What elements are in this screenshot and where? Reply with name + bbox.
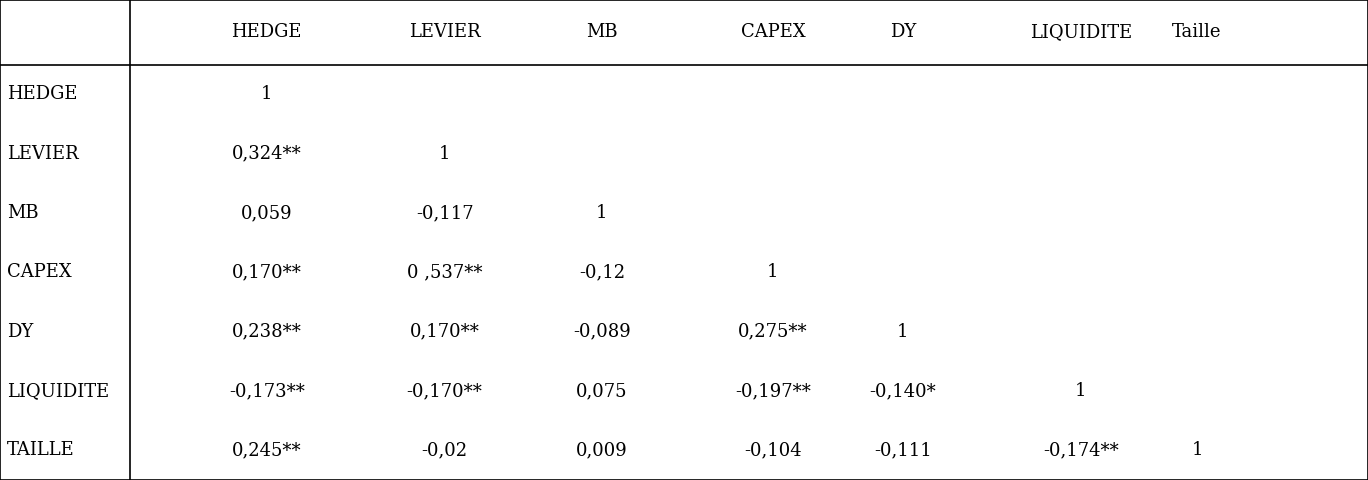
Text: HEDGE: HEDGE	[231, 24, 302, 41]
Text: LIQUIDITE: LIQUIDITE	[1030, 24, 1131, 41]
Text: 1: 1	[261, 85, 272, 104]
Text: HEDGE: HEDGE	[7, 85, 78, 104]
Text: 0,238**: 0,238**	[231, 323, 302, 341]
Text: -0,02: -0,02	[421, 441, 468, 459]
Text: 0,170**: 0,170**	[409, 323, 480, 341]
Text: MB: MB	[586, 24, 618, 41]
Text: LEVIER: LEVIER	[409, 24, 480, 41]
Text: 0,324**: 0,324**	[233, 145, 301, 163]
Text: -0,104: -0,104	[744, 441, 802, 459]
Text: -0,173**: -0,173**	[228, 382, 305, 400]
Text: 0,275**: 0,275**	[739, 323, 807, 341]
Text: CAPEX: CAPEX	[7, 264, 71, 281]
Text: 0,009: 0,009	[576, 441, 628, 459]
Text: 0,170**: 0,170**	[231, 264, 302, 281]
Text: 1: 1	[767, 264, 778, 281]
Text: 0,245**: 0,245**	[233, 441, 301, 459]
Text: 1: 1	[1192, 441, 1202, 459]
Text: DY: DY	[889, 24, 917, 41]
Text: -0,12: -0,12	[579, 264, 625, 281]
Text: -0,170**: -0,170**	[406, 382, 483, 400]
Text: LEVIER: LEVIER	[7, 145, 78, 163]
Text: -0,089: -0,089	[573, 323, 631, 341]
Text: Taille: Taille	[1172, 24, 1222, 41]
Text: -0,174**: -0,174**	[1042, 441, 1119, 459]
Text: CAPEX: CAPEX	[740, 24, 806, 41]
Text: MB: MB	[7, 204, 38, 222]
Text: 1: 1	[897, 323, 908, 341]
Text: 1: 1	[1075, 382, 1086, 400]
Text: 0 ,537**: 0 ,537**	[406, 264, 483, 281]
Text: TAILLE: TAILLE	[7, 441, 75, 459]
Text: -0,140*: -0,140*	[870, 382, 936, 400]
Text: 0,075: 0,075	[576, 382, 628, 400]
Text: LIQUIDITE: LIQUIDITE	[7, 382, 109, 400]
Text: 1: 1	[596, 204, 607, 222]
Text: 0,059: 0,059	[241, 204, 293, 222]
Text: DY: DY	[7, 323, 33, 341]
Text: -0,111: -0,111	[874, 441, 932, 459]
Text: -0,117: -0,117	[416, 204, 473, 222]
Text: -0,197**: -0,197**	[735, 382, 811, 400]
Text: 1: 1	[439, 145, 450, 163]
